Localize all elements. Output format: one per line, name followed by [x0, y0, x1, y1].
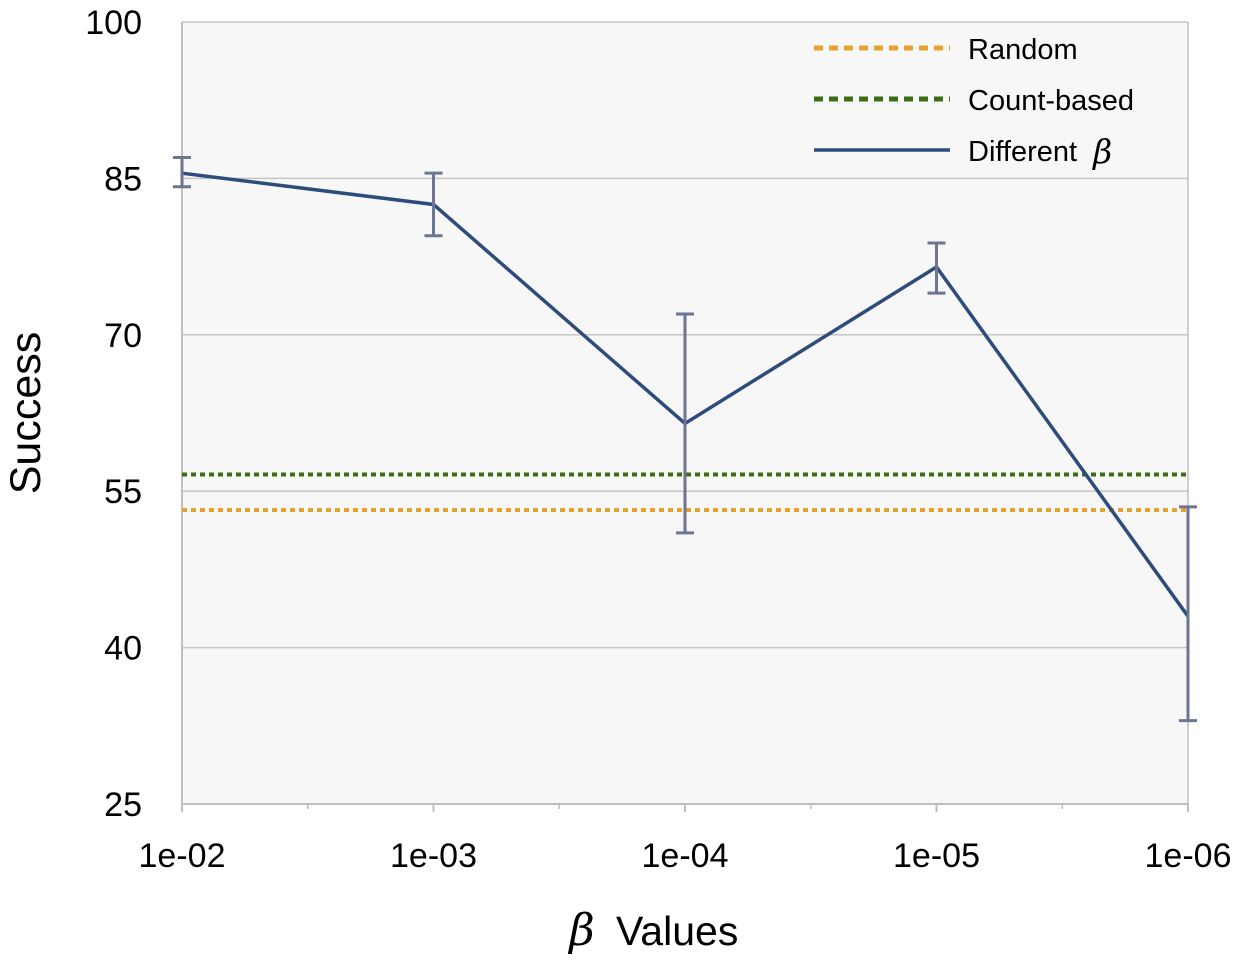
legend: Random Count-based Different β: [814, 34, 1134, 171]
error-bar: [1179, 505, 1197, 723]
legend-label: Different: [968, 136, 1077, 168]
y-tick-label: 100: [85, 4, 142, 42]
x-tick-labels: 1e-02 1e-03 1e-04 1e-05 1e-06: [139, 837, 1232, 875]
y-tick-labels: 25 40 55 70 85 100: [85, 4, 142, 824]
y-tick-label: 85: [104, 160, 142, 198]
x-tick-label: 1e-02: [139, 837, 226, 875]
legend-label: Count-based: [968, 85, 1134, 117]
x-tick-label: 1e-04: [642, 837, 729, 875]
error-bars: [173, 156, 1197, 723]
y-tick-label: 70: [104, 317, 142, 355]
error-bar: [676, 312, 694, 535]
x-axis-label-text: Values: [616, 908, 738, 954]
y-tick-label: 40: [104, 630, 142, 668]
error-bar: [173, 156, 191, 189]
legend-entry: Different β: [814, 132, 1112, 171]
x-axis-label-symbol: β: [567, 905, 594, 956]
x-axis-label: β Values: [567, 905, 738, 956]
y-tick-label: 25: [104, 786, 142, 824]
y-tick-label: 55: [104, 473, 142, 511]
legend-entry: Random: [814, 34, 1078, 66]
x-tick-label: 1e-05: [893, 837, 980, 875]
legend-entry: Count-based: [814, 85, 1134, 117]
legend-label-symbol: β: [1091, 132, 1112, 171]
y-axis-label: Success: [2, 332, 50, 495]
x-tick-label: 1e-06: [1145, 837, 1232, 875]
x-tick-label: 1e-03: [390, 837, 477, 875]
reference-lines: [182, 472, 1188, 512]
error-bar: [424, 171, 443, 238]
error-bar: [927, 241, 946, 295]
legend-label: Random: [968, 34, 1078, 66]
